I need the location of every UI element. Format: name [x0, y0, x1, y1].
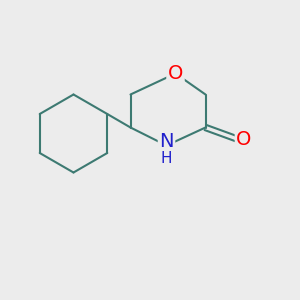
Text: H: H [161, 151, 172, 166]
Text: O: O [168, 64, 183, 83]
Text: O: O [236, 130, 252, 149]
Text: N: N [159, 132, 174, 152]
